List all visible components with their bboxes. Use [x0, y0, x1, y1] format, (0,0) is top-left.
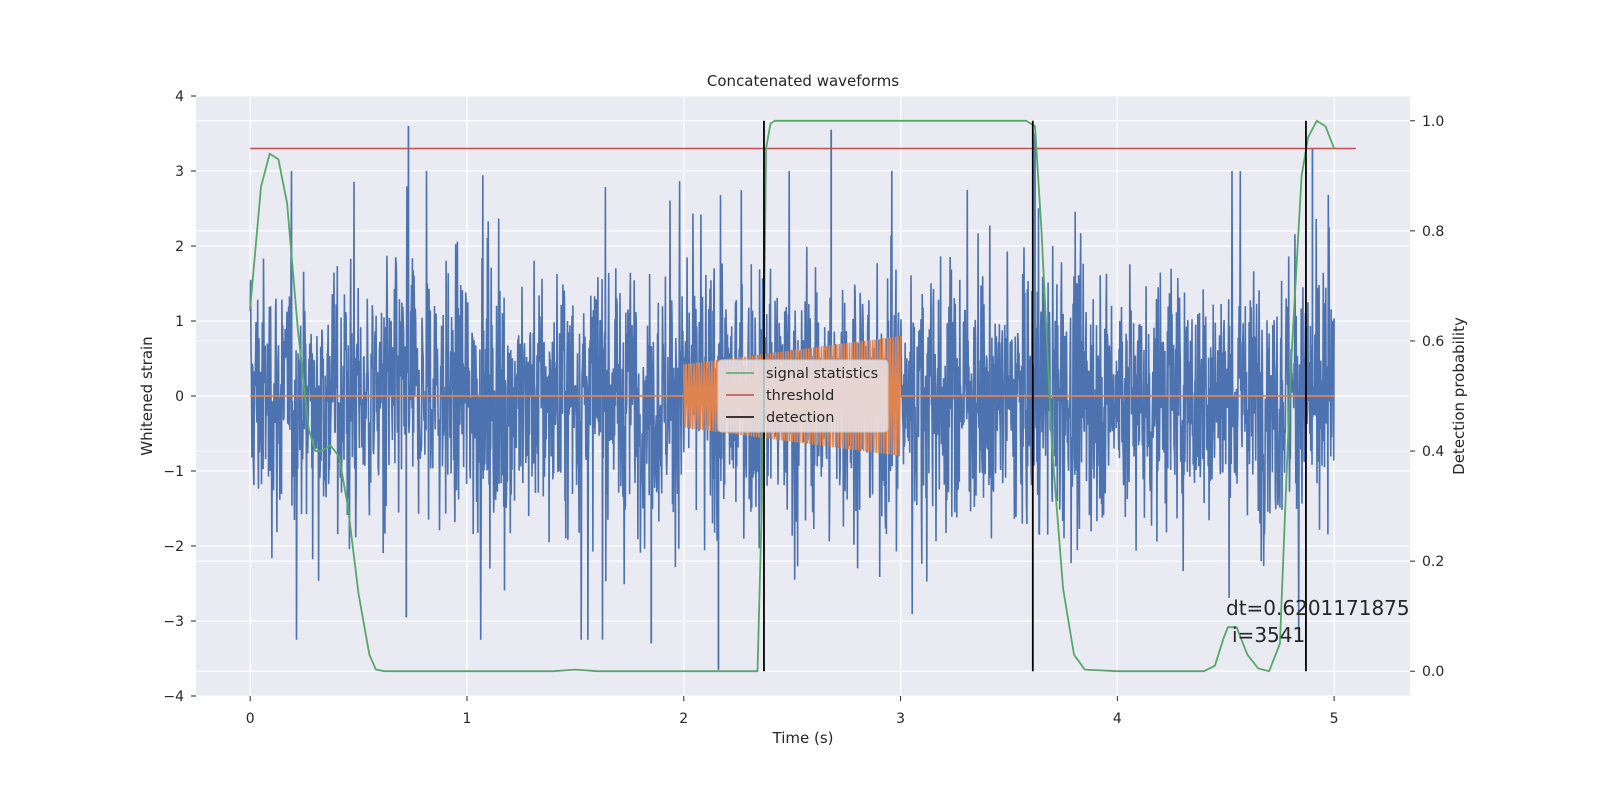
strain-series [249, 126, 1335, 670]
x-tick-label-5: 5 [1330, 711, 1339, 727]
strain-line [249, 170, 1335, 640]
annotation-dt: dt=0.6201171875 [1226, 596, 1410, 620]
left-y-tick-label-1: −3 [163, 614, 184, 630]
signal-statistics-series [249, 119, 1335, 673]
x-tick-label-3: 3 [896, 711, 905, 727]
right-y-tick-label-3: 0.6 [1422, 334, 1444, 350]
right-y-tick-label-5: 1.0 [1422, 114, 1444, 130]
left-y-tick-label-6: 2 [175, 239, 184, 255]
annotation: dt=0.6201171875 i=3541 [1226, 596, 1410, 647]
legend: signal statistics threshold detection [717, 359, 889, 433]
right-y-tick-label-0: 0.0 [1422, 664, 1444, 680]
left-y-axis-ticks: −4 −3 −2 −1 0 1 2 3 4 [163, 89, 196, 705]
x-axis-label: Time (s) [772, 729, 834, 747]
left-y-tick-label-0: −4 [163, 689, 184, 705]
right-y-axis-ticks: 0.0 0.2 0.4 0.6 0.8 1.0 [1410, 114, 1444, 680]
legend-label-signal-statistics: signal statistics [766, 366, 878, 382]
left-y-tick-label-3: −1 [163, 464, 184, 480]
right-y-axis-label: Detection probability [1450, 317, 1468, 475]
left-y-tick-label-8: 4 [175, 89, 184, 105]
x-tick-label-2: 2 [679, 711, 688, 727]
left-y-tick-label-7: 3 [175, 164, 184, 180]
left-y-axis-label: Whitened strain [138, 336, 156, 455]
x-tick-label-1: 1 [463, 711, 472, 727]
left-y-tick-label-5: 1 [175, 314, 184, 330]
right-y-tick-label-4: 0.8 [1422, 224, 1444, 240]
left-y-tick-label-2: −2 [163, 539, 184, 555]
right-y-tick-label-2: 0.4 [1422, 444, 1444, 460]
x-tick-label-0: 0 [246, 711, 255, 727]
legend-label-threshold: threshold [766, 388, 834, 404]
annotation-index: i=3541 [1232, 623, 1305, 647]
x-axis-ticks: 0 1 2 3 4 5 [246, 696, 1339, 727]
legend-label-detection: detection [766, 410, 834, 426]
right-y-tick-label-1: 0.2 [1422, 554, 1444, 570]
left-y-tick-label-4: 0 [175, 389, 184, 405]
x-tick-label-4: 4 [1113, 711, 1122, 727]
legend-box [717, 359, 889, 433]
signal-statistics-line [249, 119, 1335, 673]
chart-title: Concatenated waveforms [707, 72, 899, 90]
